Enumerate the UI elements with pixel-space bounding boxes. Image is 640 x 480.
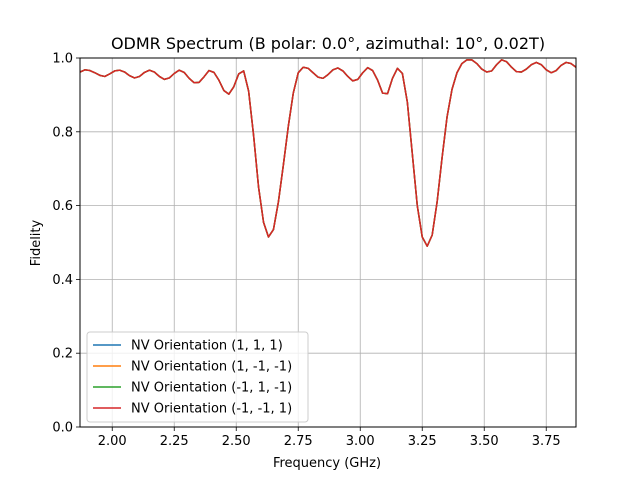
series-lines bbox=[79, 59, 577, 247]
legend-entry: NV Orientation (1, -1, -1) bbox=[131, 360, 292, 375]
x-axis-label: Frequency (GHz) bbox=[273, 456, 381, 471]
x-tick-label: 2.25 bbox=[160, 434, 189, 449]
y-tick-label: 0.4 bbox=[52, 273, 73, 288]
y-tick-label: 0.2 bbox=[52, 347, 73, 362]
x-tick-label: 2.50 bbox=[222, 434, 251, 449]
x-tick-label: 3.75 bbox=[532, 434, 561, 449]
plot-frame bbox=[79, 57, 577, 428]
x-tick-label: 3.00 bbox=[346, 434, 375, 449]
series-line-4 bbox=[79, 59, 577, 247]
x-tick-label: 3.25 bbox=[408, 434, 437, 449]
y-tick-label: 0.8 bbox=[52, 125, 73, 140]
legend-box bbox=[86, 331, 309, 423]
x-tick-label: 3.50 bbox=[470, 434, 499, 449]
y-ticks: 0.0 0.2 0.4 0.6 0.8 1.0 bbox=[52, 52, 80, 436]
y-tick-label: 1.0 bbox=[52, 52, 73, 67]
legend: NV Orientation (1, 1, 1) NV Orientation (… bbox=[86, 331, 309, 423]
x-tick-label: 2.00 bbox=[98, 434, 127, 449]
x-tick-label: 2.75 bbox=[284, 434, 313, 449]
x-ticks: 2.00 2.25 2.50 2.75 3.00 3.25 3.50 3.75 bbox=[98, 427, 561, 449]
y-tick-label: 0.0 bbox=[52, 421, 73, 436]
y-tick-label: 0.6 bbox=[52, 199, 73, 214]
legend-entry: NV Orientation (-1, 1, -1) bbox=[131, 381, 292, 396]
legend-entry: NV Orientation (1, 1, 1) bbox=[131, 339, 283, 354]
chart-title: ODMR Spectrum (B polar: 0.0°, azimuthal:… bbox=[111, 34, 545, 53]
legend-entry: NV Orientation (-1, -1, 1) bbox=[131, 402, 292, 417]
y-axis-label: Fidelity bbox=[29, 219, 44, 266]
